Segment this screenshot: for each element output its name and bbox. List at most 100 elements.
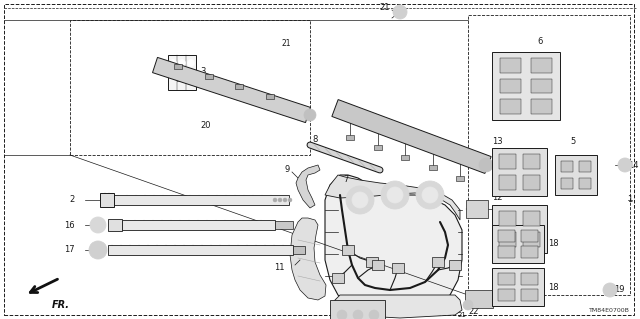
Circle shape: [337, 310, 347, 319]
Bar: [108, 219, 122, 231]
Circle shape: [89, 241, 107, 259]
Bar: [108, 245, 293, 255]
Bar: [522, 273, 538, 285]
Text: 16: 16: [65, 220, 75, 229]
Bar: [531, 58, 552, 72]
Bar: [346, 135, 355, 140]
Circle shape: [304, 109, 316, 121]
Bar: [70, 20, 310, 155]
Circle shape: [387, 187, 403, 203]
Text: 3: 3: [200, 68, 205, 77]
Bar: [499, 154, 516, 169]
Circle shape: [618, 158, 632, 172]
Text: 18: 18: [548, 240, 559, 249]
Text: 9: 9: [285, 166, 290, 174]
Text: 13: 13: [492, 137, 502, 146]
Circle shape: [288, 198, 292, 202]
Text: 19: 19: [614, 286, 625, 294]
Circle shape: [495, 58, 509, 72]
Bar: [293, 246, 305, 254]
Circle shape: [273, 198, 277, 202]
Bar: [492, 225, 544, 263]
Text: 5: 5: [570, 137, 575, 146]
Text: 11: 11: [275, 263, 285, 272]
Polygon shape: [296, 165, 320, 208]
Circle shape: [369, 310, 379, 319]
Circle shape: [278, 198, 282, 202]
Circle shape: [416, 181, 444, 209]
Bar: [523, 154, 540, 169]
Circle shape: [353, 310, 363, 319]
Text: 18: 18: [548, 283, 559, 292]
Text: 1: 1: [627, 196, 632, 204]
Bar: [523, 175, 540, 190]
Text: 4: 4: [356, 313, 360, 319]
Circle shape: [479, 158, 493, 172]
Circle shape: [170, 60, 177, 66]
Bar: [579, 160, 591, 173]
Bar: [122, 220, 275, 230]
Text: 15: 15: [514, 58, 525, 68]
Polygon shape: [332, 100, 491, 174]
Bar: [372, 260, 384, 270]
Text: 22: 22: [468, 308, 479, 316]
Text: FR.: FR.: [52, 300, 70, 310]
Bar: [523, 211, 540, 226]
Bar: [492, 205, 547, 253]
Text: 21: 21: [380, 4, 390, 12]
Text: 14: 14: [628, 160, 639, 169]
Circle shape: [188, 60, 195, 66]
Bar: [500, 58, 522, 72]
Polygon shape: [335, 295, 462, 318]
Bar: [392, 263, 404, 273]
Bar: [100, 193, 114, 207]
Bar: [205, 73, 212, 78]
Bar: [579, 178, 591, 189]
Circle shape: [352, 192, 368, 208]
Text: 20: 20: [200, 121, 211, 130]
Bar: [522, 289, 538, 300]
Bar: [168, 55, 196, 90]
Bar: [456, 176, 465, 181]
Text: TM84E0700B: TM84E0700B: [589, 308, 630, 313]
Circle shape: [179, 60, 186, 66]
Text: 2: 2: [70, 196, 75, 204]
Bar: [499, 246, 515, 258]
Bar: [522, 230, 538, 241]
Bar: [366, 257, 378, 267]
Bar: [174, 63, 182, 69]
Bar: [561, 178, 573, 189]
Bar: [449, 260, 461, 270]
Text: 6: 6: [538, 38, 543, 47]
Circle shape: [381, 181, 409, 209]
Circle shape: [90, 217, 106, 233]
Text: 21: 21: [458, 312, 467, 318]
Bar: [114, 195, 289, 205]
Circle shape: [283, 198, 287, 202]
Bar: [466, 200, 488, 218]
Bar: [500, 79, 522, 93]
Circle shape: [346, 186, 374, 214]
Text: 21: 21: [282, 39, 291, 48]
Bar: [468, 15, 630, 295]
Polygon shape: [290, 218, 326, 300]
Bar: [492, 52, 560, 120]
Circle shape: [393, 5, 407, 19]
Bar: [499, 232, 516, 247]
Bar: [531, 79, 552, 93]
Circle shape: [603, 283, 617, 297]
Bar: [500, 100, 522, 114]
Bar: [465, 290, 493, 308]
Bar: [499, 289, 515, 300]
Bar: [499, 211, 516, 226]
Bar: [429, 166, 437, 170]
Bar: [492, 268, 544, 306]
Bar: [235, 84, 243, 88]
Bar: [330, 300, 385, 319]
Bar: [499, 175, 516, 190]
Bar: [342, 245, 354, 255]
Bar: [499, 230, 515, 241]
Text: 8: 8: [312, 136, 317, 145]
Polygon shape: [325, 175, 462, 312]
Bar: [492, 148, 547, 196]
